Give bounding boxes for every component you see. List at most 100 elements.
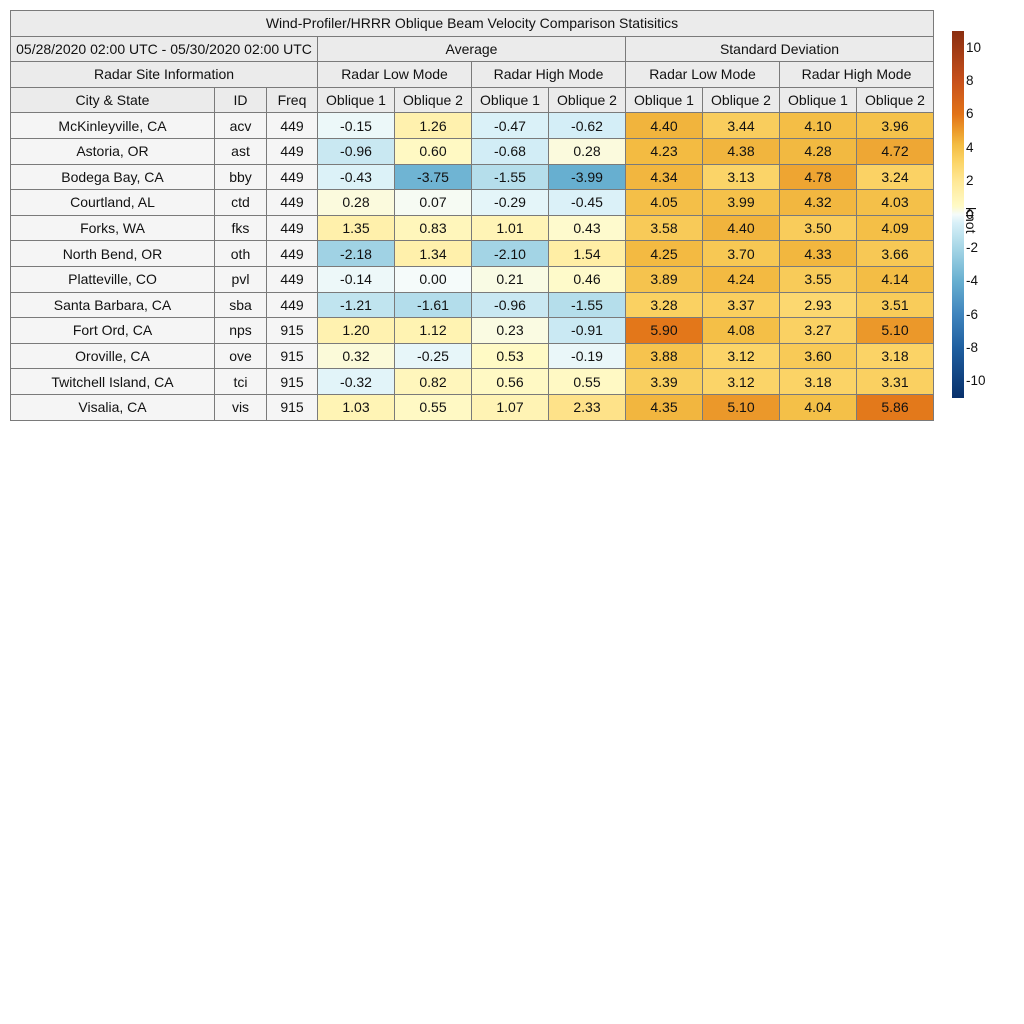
colorbar-tick-label: -10 — [966, 373, 986, 389]
cell-std-high-oblique-2: 5.86 — [856, 393, 934, 421]
site-city: Oroville, CA — [10, 342, 215, 370]
site-freq: 449 — [266, 112, 318, 139]
cell-avg-high-oblique-2: -0.45 — [548, 189, 626, 216]
cell-std-low-oblique-1: 5.90 — [625, 317, 703, 344]
cell-std-high-oblique-1: 4.33 — [779, 240, 857, 267]
column-header-city: City & State — [10, 86, 215, 114]
table-row: Platteville, CO pvl 449 -0.14 0.00 0.21 0.46 3.… — [10, 265, 934, 293]
cell-avg-low-oblique-2: 0.83 — [394, 214, 472, 242]
cell-std-high-oblique-2: 3.96 — [856, 112, 934, 139]
colorbar — [952, 31, 964, 398]
site-city: Fort Ord, CA — [10, 317, 215, 344]
site-id: acv — [214, 112, 267, 139]
site-id: ove — [214, 342, 267, 370]
cell-avg-high-oblique-2: 0.28 — [548, 137, 626, 165]
cell-avg-low-oblique-2: 1.34 — [394, 240, 472, 267]
mode-header-avg-low: Radar Low Mode — [317, 61, 472, 88]
std-group-header: Standard Deviation — [625, 35, 934, 63]
site-id: oth — [214, 240, 267, 267]
cell-std-low-oblique-2: 3.12 — [702, 342, 780, 370]
cell-avg-low-oblique-2: -0.25 — [394, 342, 472, 370]
cell-std-low-oblique-2: 3.13 — [702, 163, 780, 191]
cell-std-high-oblique-1: 3.27 — [779, 317, 857, 344]
colorbar-tick-label: -8 — [966, 339, 979, 355]
table-row: McKinleyville, CA acv 449 -0.15 1.26 -0.47 -0.… — [10, 112, 934, 139]
site-id: tci — [214, 368, 267, 395]
cell-std-low-oblique-1: 3.28 — [625, 291, 703, 319]
table-row: Oroville, CA ove 915 0.32 -0.25 0.53 -0.19 3.88… — [10, 342, 934, 370]
cell-std-low-oblique-1: 4.34 — [625, 163, 703, 191]
colorbar-tick-label: 0 — [966, 206, 974, 222]
cell-avg-high-oblique-2: -3.99 — [548, 163, 626, 191]
column-header-avg-low-oblique-1: Oblique 1 — [317, 86, 395, 114]
column-header-avg-low-oblique-2: Oblique 2 — [394, 86, 472, 114]
table-row: Courtland, AL ctd 449 0.28 0.07 -0.29 -0.45 4.0… — [10, 189, 934, 216]
cell-avg-high-oblique-1: -0.47 — [471, 112, 549, 139]
site-info-header: Radar Site Information — [10, 61, 318, 88]
cell-std-low-oblique-2: 4.40 — [702, 214, 780, 242]
cell-avg-high-oblique-1: -0.29 — [471, 189, 549, 216]
site-freq: 449 — [266, 265, 318, 293]
cell-std-high-oblique-1: 4.04 — [779, 393, 857, 421]
cell-std-high-oblique-2: 4.72 — [856, 137, 934, 165]
cell-avg-high-oblique-1: -0.68 — [471, 137, 549, 165]
cell-std-high-oblique-1: 3.55 — [779, 265, 857, 293]
cell-avg-high-oblique-1: 0.21 — [471, 265, 549, 293]
cell-avg-low-oblique-1: -2.18 — [317, 240, 395, 267]
site-city: Platteville, CO — [10, 265, 215, 293]
site-city: McKinleyville, CA — [10, 112, 215, 139]
cell-avg-low-oblique-1: -0.14 — [317, 265, 395, 293]
cell-std-high-oblique-2: 4.03 — [856, 189, 934, 216]
table-row: Twitchell Island, CA tci 915 -0.32 0.82 0.56 0… — [10, 368, 934, 395]
column-header-avg-high-oblique-1: Oblique 1 — [471, 86, 549, 114]
colorbar-tick-label: -6 — [966, 306, 979, 322]
cell-avg-high-oblique-2: 0.43 — [548, 214, 626, 242]
cell-std-low-oblique-2: 3.12 — [702, 368, 780, 395]
cell-avg-low-oblique-1: 1.03 — [317, 393, 395, 421]
table-row: Astoria, OR ast 449 -0.96 0.60 -0.68 0.28 4.23 4… — [10, 137, 934, 165]
table-body: McKinleyville, CA acv 449 -0.15 1.26 -0.47 -0.… — [10, 112, 934, 421]
cell-avg-low-oblique-1: 0.28 — [317, 189, 395, 216]
cell-avg-low-oblique-2: -3.75 — [394, 163, 472, 191]
cell-std-low-oblique-1: 3.89 — [625, 265, 703, 293]
cell-avg-low-oblique-1: -0.43 — [317, 163, 395, 191]
cell-avg-low-oblique-2: 1.12 — [394, 317, 472, 344]
cell-std-high-oblique-2: 3.24 — [856, 163, 934, 191]
cell-avg-low-oblique-1: -0.32 — [317, 368, 395, 395]
column-header-avg-high-oblique-2: Oblique 2 — [548, 86, 626, 114]
colorbar-tick-label: 8 — [966, 73, 974, 89]
colorbar-tick-label: 4 — [966, 139, 974, 155]
cell-avg-low-oblique-2: 1.26 — [394, 112, 472, 139]
site-id: pvl — [214, 265, 267, 293]
cell-std-low-oblique-1: 3.88 — [625, 342, 703, 370]
site-city: Courtland, AL — [10, 189, 215, 216]
cell-std-high-oblique-2: 3.66 — [856, 240, 934, 267]
cell-std-high-oblique-1: 3.60 — [779, 342, 857, 370]
cell-avg-low-oblique-2: 0.55 — [394, 393, 472, 421]
cell-avg-low-oblique-1: -1.21 — [317, 291, 395, 319]
cell-avg-low-oblique-1: -0.96 — [317, 137, 395, 165]
site-city: Astoria, OR — [10, 137, 215, 165]
site-id: fks — [214, 214, 267, 242]
cell-std-high-oblique-1: 4.32 — [779, 189, 857, 216]
site-freq: 915 — [266, 368, 318, 395]
table-row: Bodega Bay, CA bby 449 -0.43 -3.75 -1.55 -3.99… — [10, 163, 934, 191]
table-row: Visalia, CA vis 915 1.03 0.55 1.07 2.33 4.35 5.1… — [10, 393, 934, 421]
cell-std-low-oblique-1: 3.58 — [625, 214, 703, 242]
mode-header-std-low: Radar Low Mode — [625, 61, 780, 88]
site-id: ast — [214, 137, 267, 165]
cell-std-low-oblique-1: 4.25 — [625, 240, 703, 267]
cell-avg-high-oblique-1: 0.23 — [471, 317, 549, 344]
cell-avg-low-oblique-2: 0.07 — [394, 189, 472, 216]
cell-std-high-oblique-2: 3.51 — [856, 291, 934, 319]
stats-table: Wind-Profiler/HRRR Oblique Beam Velocity… — [10, 10, 934, 421]
cell-std-high-oblique-1: 2.93 — [779, 291, 857, 319]
cell-avg-high-oblique-2: -0.91 — [548, 317, 626, 344]
cell-avg-low-oblique-1: 0.32 — [317, 342, 395, 370]
cell-std-low-oblique-1: 3.39 — [625, 368, 703, 395]
column-header-std-low-oblique-2: Oblique 2 — [702, 86, 780, 114]
site-freq: 449 — [266, 291, 318, 319]
site-city: North Bend, OR — [10, 240, 215, 267]
table-row: Santa Barbara, CA sba 449 -1.21 -1.61 -0.96 -1… — [10, 291, 934, 319]
mode-header-std-high: Radar High Mode — [779, 61, 934, 88]
